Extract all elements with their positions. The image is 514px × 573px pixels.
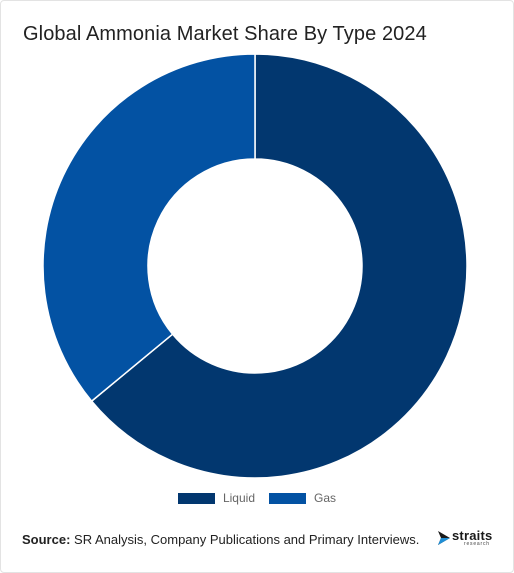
chart-title: Global Ammonia Market Share By Type 2024 bbox=[23, 23, 427, 45]
legend-swatch-gas bbox=[269, 492, 306, 504]
legend-item-liquid[interactable]: Liquid bbox=[177, 491, 255, 505]
logo-mark-icon bbox=[438, 531, 450, 545]
donut-slice-liquid[interactable] bbox=[90, 53, 468, 479]
logo-subtitle: research bbox=[464, 541, 490, 547]
legend-label-gas: Gas bbox=[314, 491, 337, 505]
straits-research-logo: straits research bbox=[437, 528, 497, 550]
source-note: Source: SR Analysis, Company Publication… bbox=[22, 532, 419, 547]
source-text: SR Analysis, Company Publications and Pr… bbox=[74, 532, 420, 547]
legend-label-liquid: Liquid bbox=[222, 491, 255, 505]
donut-slice-gas[interactable] bbox=[42, 53, 256, 403]
source-label: Source: bbox=[22, 532, 71, 547]
logo-wordmark: straits bbox=[452, 528, 493, 543]
chart-legend: Liquid Gas bbox=[0, 491, 514, 505]
legend-item-gas[interactable]: Gas bbox=[269, 491, 336, 505]
legend-swatch-liquid bbox=[177, 492, 215, 504]
